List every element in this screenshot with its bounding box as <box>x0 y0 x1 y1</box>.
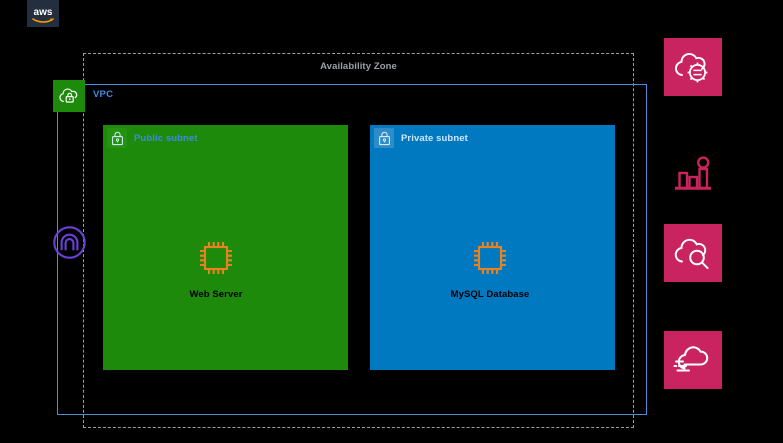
cloud-speed-icon <box>664 331 722 389</box>
aws-logo: aws <box>27 0 59 27</box>
vpc-boundary <box>57 84 647 415</box>
svg-text:aws: aws <box>34 7 53 18</box>
cpu-chip-icon <box>156 238 276 283</box>
cloud-lock-icon <box>53 80 85 112</box>
vpc-label: VPC <box>93 89 114 100</box>
cloud-search-icon <box>664 224 722 282</box>
cloud-gear-icon <box>664 38 722 96</box>
lock-icon <box>107 128 127 148</box>
subnet-private-header: Private subnet <box>370 125 468 151</box>
availability-zone-label: Availability Zone <box>320 61 397 72</box>
internet-gateway-icon <box>52 225 87 260</box>
resource-web-server-label: Web Server <box>189 289 243 300</box>
resource-mysql-database: MySQL Database <box>430 238 550 300</box>
resource-web-server: Web Server <box>156 238 276 300</box>
subnet-public-label: Public subnet <box>134 132 198 144</box>
lock-icon <box>374 128 394 148</box>
availability-zone-boundary: Availability Zone <box>83 53 634 428</box>
subnet-private-label: Private subnet <box>401 132 468 144</box>
resource-mysql-database-label: MySQL Database <box>450 289 530 300</box>
bar-chart-metrics-icon <box>664 145 722 203</box>
subnet-public-header: Public subnet <box>103 125 198 151</box>
cpu-chip-icon <box>430 238 550 283</box>
